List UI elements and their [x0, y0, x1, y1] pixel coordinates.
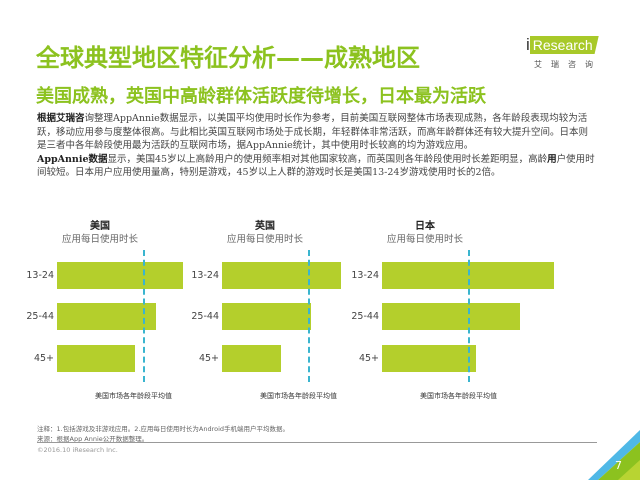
page-subtitle: 美国成熟，英国中高龄群体活跃度待增长，日本最为活跃	[36, 86, 486, 107]
bar-45+	[57, 345, 136, 372]
category-label: 25-44	[191, 311, 219, 322]
paragraph-1: 根据艾瑞咨询整理AppAnnie数据显示，以美国平均使用时长作为参考，目前美国互…	[37, 112, 597, 153]
bar-chart-0: 美国 应用每日使用时长 13-24 25-44 45+ 美国市场各年龄段平均值	[20, 215, 184, 400]
p1-bold: 根据艾瑞咨	[37, 113, 85, 124]
p2-text-b: 户使用时间较短。日本用户应用使用量高，特别是游戏，45岁以上人群的游戏时长是美国…	[37, 153, 595, 179]
average-reference-line	[468, 250, 470, 382]
category-label: 45+	[33, 353, 54, 364]
chart-subtitle: 应用每日使用时长	[386, 234, 463, 245]
category-label: 13-24	[191, 270, 219, 281]
category-label: 45+	[358, 353, 379, 364]
bar-25-44	[57, 303, 156, 330]
bar-13-24	[222, 262, 341, 289]
chart-subtitle: 应用每日使用时长	[226, 234, 303, 245]
reference-label: 美国市场各年龄段平均值	[95, 392, 172, 400]
corner-decoration	[588, 430, 640, 480]
category-label: 13-24	[26, 270, 54, 281]
reference-label: 美国市场各年龄段平均值	[260, 392, 337, 400]
bar-25-44	[382, 303, 520, 330]
bar-chart-2: 日本 应用每日使用时长 13-24 25-44 45+ 美国市场各年龄段平均值	[345, 215, 554, 400]
p2-bold-2: 用	[547, 153, 557, 165]
average-reference-line	[143, 250, 145, 382]
source: 来源：根据App Annie公开数据整理。	[37, 435, 149, 443]
average-reference-line	[308, 250, 310, 382]
iresearch-logo: i Research 艾瑞咨询	[526, 34, 606, 70]
bar-13-24	[57, 262, 184, 289]
bar-chart-1: 英国 应用每日使用时长 13-24 25-44 45+ 美国市场各年龄段平均值	[185, 215, 345, 400]
bar-25-44	[222, 303, 311, 330]
chart-title: 英国	[255, 221, 275, 232]
logo-main: Research	[529, 36, 599, 54]
chart-subtitle: 应用每日使用时长	[61, 234, 138, 245]
category-label: 13-24	[351, 270, 379, 281]
footer-divider	[37, 442, 597, 443]
page-number: 7	[615, 459, 622, 472]
chart-title: 日本	[415, 221, 435, 232]
logo-cn: 艾瑞咨询	[534, 60, 602, 69]
category-label: 25-44	[351, 311, 379, 322]
category-label: 25-44	[26, 311, 54, 322]
reference-label: 美国市场各年龄段平均值	[420, 392, 497, 400]
bar-45+	[222, 345, 282, 372]
logo-prefix: i	[526, 35, 530, 54]
body-text: 根据艾瑞咨询整理AppAnnie数据显示，以美国平均使用时长作为参考，目前美国互…	[37, 112, 597, 180]
p2-bold: AppAnnie数据	[37, 153, 108, 165]
category-label: 45+	[198, 353, 219, 364]
footnote: 注释：1.包括游戏及非游戏应用。2.应用每日使用时长为Android手机端用户平…	[37, 425, 290, 433]
bar-45+	[382, 345, 476, 372]
page-title: 全球典型地区特征分析——成熟地区	[36, 44, 420, 72]
copyright: ©2016.10 iResearch Inc.	[37, 446, 118, 454]
p1-text: 询整理AppAnnie数据显示，以美国平均使用时长作为参考，目前美国互联网整体市…	[37, 113, 589, 152]
chart-title: 美国	[90, 221, 110, 232]
paragraph-2: AppAnnie数据显示，美国45岁以上高龄用户的使用频率相对其他国家较高，而英…	[37, 153, 597, 180]
p2-text-a: 显示，美国45岁以上高龄用户的使用频率相对其他国家较高，而英国则各年龄段使用时长…	[107, 153, 548, 165]
